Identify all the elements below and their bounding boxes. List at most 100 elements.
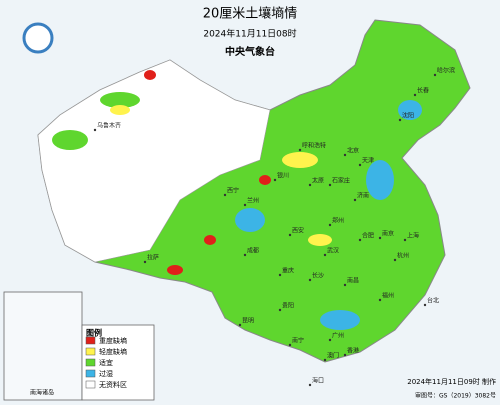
patch xyxy=(320,310,360,330)
city-label: 昆明 xyxy=(242,318,254,325)
city-dot xyxy=(423,303,427,307)
city-dot xyxy=(433,73,437,77)
legend-label: 无资料区 xyxy=(99,380,127,389)
patch xyxy=(308,234,332,246)
city-label: 乌鲁木齐 xyxy=(97,122,121,130)
legend-swatch xyxy=(85,347,96,356)
map-title: 20厘米土壤墒情 xyxy=(203,6,298,22)
city-label: 南昌 xyxy=(347,277,359,285)
city-label: 哈尔滨 xyxy=(437,67,455,75)
city-label: 香港 xyxy=(347,347,359,355)
city-label: 南京 xyxy=(382,230,394,238)
patch xyxy=(110,105,130,115)
city-dot xyxy=(343,353,347,357)
city-label: 南宁 xyxy=(292,337,304,345)
city-label: 济南 xyxy=(357,192,369,200)
patch xyxy=(259,175,271,185)
city-dot xyxy=(288,233,292,237)
city-dot xyxy=(343,153,347,157)
patch xyxy=(100,92,140,108)
legend-label: 轻度缺墒 xyxy=(99,347,127,356)
city-labels: 乌鲁木齐拉萨 西宁兰州 银川 呼和浩特北京天津太原 石家庄济南郑州西安成都重庆 武汉 合肥南… xyxy=(93,67,455,387)
city-label: 长春 xyxy=(417,87,429,95)
city-label: 上海 xyxy=(407,232,419,240)
legend-label: 重度缺墒 xyxy=(99,336,127,345)
city-label: 贵阳 xyxy=(282,302,294,310)
city-dot xyxy=(243,253,247,257)
city-dot xyxy=(243,203,247,207)
city-dot xyxy=(143,260,147,264)
city-label: 银川 xyxy=(277,172,289,180)
city-dot xyxy=(238,323,242,327)
city-label: 兰州 xyxy=(247,197,259,205)
city-dot xyxy=(413,93,417,97)
city-label: 西宁 xyxy=(227,187,239,195)
logo xyxy=(22,22,54,54)
city-label: 武汉 xyxy=(327,247,339,255)
city-dot xyxy=(328,183,332,187)
city-dot xyxy=(308,383,312,387)
footer-approval: 审图号：GS（2019）3082号 xyxy=(415,392,496,400)
city-dot xyxy=(343,283,347,287)
patch xyxy=(366,160,394,200)
city-dot xyxy=(323,358,327,362)
patch xyxy=(167,265,183,275)
city-dot xyxy=(328,338,332,342)
city-dot xyxy=(353,198,357,202)
moisture-patches xyxy=(52,70,422,330)
city-label: 西安 xyxy=(292,227,304,235)
legend-swatch xyxy=(85,336,96,345)
city-label: 太原 xyxy=(312,177,324,185)
city-dot xyxy=(378,236,382,240)
city-dot xyxy=(308,183,312,187)
city-label: 杭州 xyxy=(397,252,409,260)
city-dot xyxy=(298,148,302,152)
city-label: 长沙 xyxy=(312,272,324,280)
patch xyxy=(235,208,265,232)
patch xyxy=(144,70,156,80)
no-data-west xyxy=(37,59,271,263)
city-label: 拉萨 xyxy=(147,254,159,262)
map-datetime: 2024年11月11日08时 xyxy=(203,28,296,40)
footer-made: 2024年11月11日09时 制作 xyxy=(407,377,496,386)
city-label: 广州 xyxy=(332,332,344,340)
legend-swatch xyxy=(85,380,96,389)
city-dot xyxy=(393,258,397,262)
city-dot xyxy=(93,128,97,132)
city-label: 沈阳 xyxy=(402,112,414,120)
patch xyxy=(204,235,216,245)
city-label: 郑州 xyxy=(332,217,344,225)
city-dot xyxy=(323,253,327,257)
city-dot xyxy=(223,193,227,197)
inset-frame xyxy=(3,291,83,401)
city-dot xyxy=(328,223,332,227)
city-label: 成都 xyxy=(247,247,259,255)
city-label: 石家庄 xyxy=(332,177,350,185)
patch xyxy=(282,152,318,168)
city-dot xyxy=(278,308,282,312)
city-label: 海口 xyxy=(312,377,324,385)
city-dot xyxy=(398,118,402,122)
city-dot xyxy=(278,273,282,277)
city-dot xyxy=(288,343,292,347)
city-dot xyxy=(378,298,382,302)
city-dot xyxy=(403,238,407,242)
city-dot xyxy=(273,178,277,182)
patch xyxy=(398,100,422,120)
city-label: 福州 xyxy=(382,292,394,300)
city-label: 合肥 xyxy=(362,232,374,240)
city-dot xyxy=(358,238,362,242)
city-label: 重庆 xyxy=(282,267,294,275)
legend-swatch xyxy=(85,369,96,378)
city-label: 呼和浩特 xyxy=(302,142,326,150)
inset-label: 南海诸岛 xyxy=(30,389,54,397)
city-dot xyxy=(308,278,312,282)
city-label: 天津 xyxy=(362,158,374,165)
map-agency: 中央气象台 xyxy=(225,45,275,58)
legend-label: 过湿 xyxy=(99,369,113,378)
patch xyxy=(52,130,88,150)
legend-label: 适宜 xyxy=(99,358,113,367)
city-label: 澳门 xyxy=(327,352,339,360)
